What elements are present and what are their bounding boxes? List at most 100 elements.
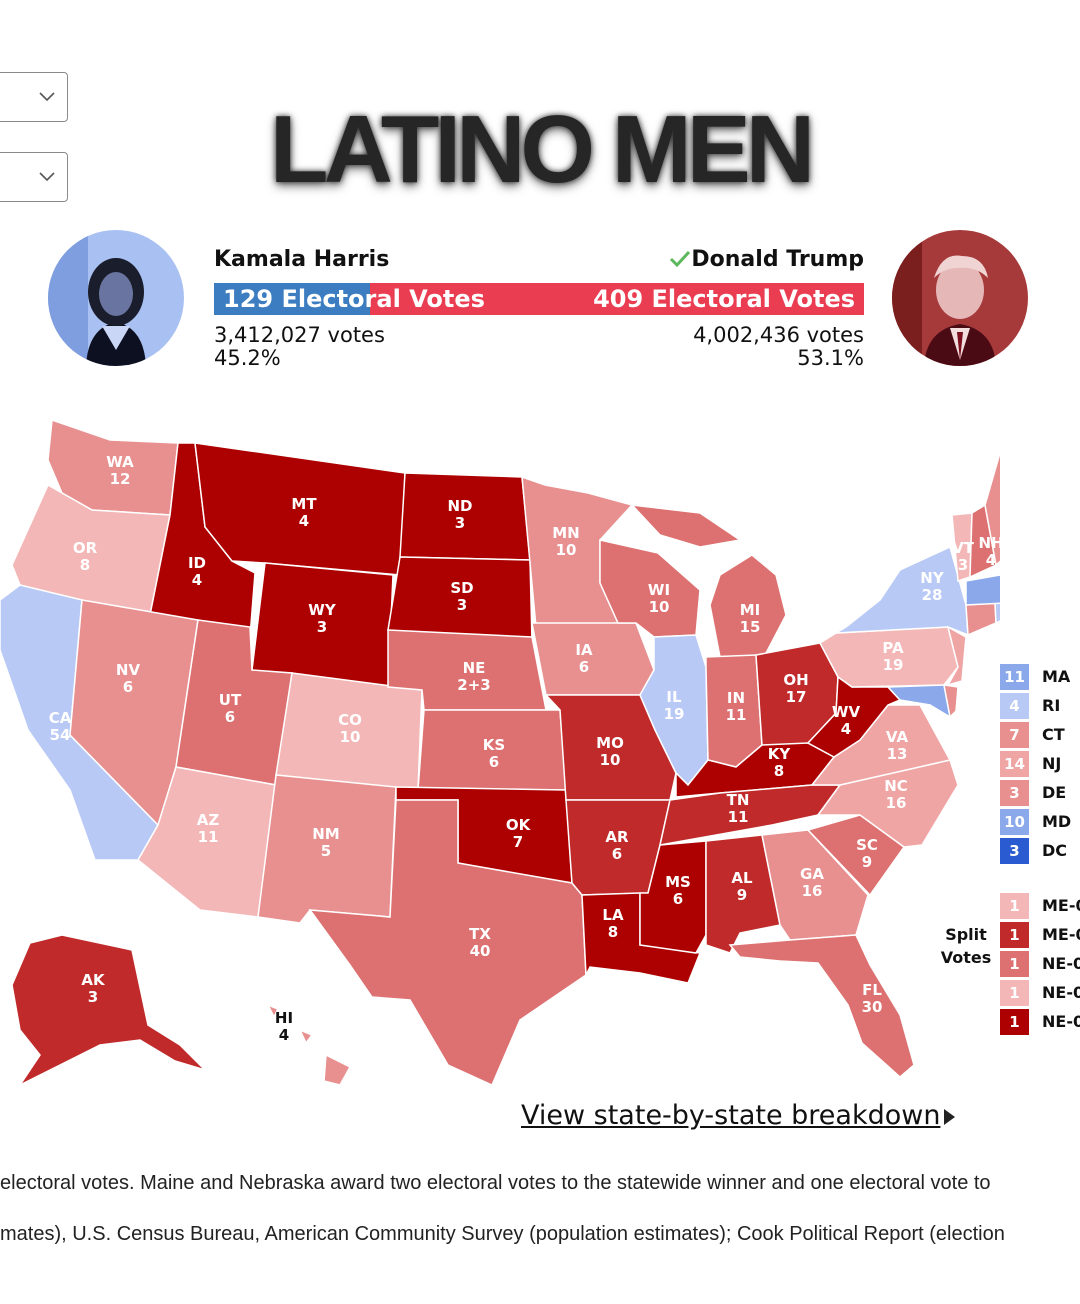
state-label-MI: MI bbox=[740, 601, 761, 619]
state-MI[interactable] bbox=[630, 504, 787, 658]
state-AK[interactable] bbox=[11, 934, 206, 1087]
state-HI[interactable] bbox=[266, 1003, 352, 1086]
state-label-MT: MT bbox=[291, 495, 317, 513]
state-label-NY: NY bbox=[920, 569, 945, 587]
state-label-CO: CO bbox=[338, 711, 362, 729]
small-state-ev-box: 10 bbox=[1000, 809, 1029, 835]
filter-dropdown-2[interactable] bbox=[0, 152, 68, 202]
state-ev-CA: 54 bbox=[50, 726, 71, 744]
state-ME[interactable] bbox=[984, 445, 1000, 567]
state-label-WY: WY bbox=[308, 601, 337, 619]
state-CT[interactable] bbox=[965, 602, 997, 637]
state-label-ID: ID bbox=[188, 554, 206, 572]
state-label-SC: SC bbox=[856, 836, 878, 854]
state-RI[interactable] bbox=[994, 602, 1000, 625]
state-label-IN: IN bbox=[727, 689, 745, 707]
state-label-MS: MS bbox=[665, 873, 691, 891]
state-label-WV: WV bbox=[832, 703, 861, 721]
state-ev-IL: 19 bbox=[664, 705, 685, 723]
state-ev-KY: 8 bbox=[774, 762, 784, 780]
state-ev-WI: 10 bbox=[649, 598, 670, 616]
state-ev-OK: 7 bbox=[513, 833, 523, 851]
state-ev-LA: 8 bbox=[608, 923, 618, 941]
trump-ev-label: 409 Electoral Votes bbox=[593, 285, 855, 313]
state-TX[interactable] bbox=[308, 799, 587, 1086]
harris-name: Kamala Harris bbox=[214, 247, 390, 272]
split-votes-label: Split Votes bbox=[930, 923, 1002, 969]
small-state-abbr: NJ bbox=[1042, 754, 1062, 773]
state-label-AZ: AZ bbox=[197, 811, 220, 829]
state-label-KY: KY bbox=[768, 745, 792, 763]
state-label-CA: CA bbox=[49, 709, 72, 727]
state-label-NH: NH bbox=[978, 534, 1000, 552]
state-ev-ID: 4 bbox=[192, 571, 202, 589]
state-label-OH: OH bbox=[783, 671, 808, 689]
state-ev-KS: 6 bbox=[489, 753, 499, 771]
split-vote-ev-box: 1 bbox=[1000, 893, 1029, 919]
state-label-AL: AL bbox=[731, 869, 753, 887]
state-ev-NV: 6 bbox=[123, 678, 133, 696]
state-ev-NC: 16 bbox=[886, 794, 907, 812]
small-state-ev-box: 3 bbox=[1000, 780, 1029, 806]
state-label-UT: UT bbox=[219, 691, 242, 709]
state-FL[interactable] bbox=[728, 934, 915, 1078]
small-state-abbr: CT bbox=[1042, 725, 1065, 744]
small-state-abbr: MA bbox=[1042, 667, 1071, 686]
state-ev-CO: 10 bbox=[340, 728, 361, 746]
state-ev-GA: 16 bbox=[802, 882, 823, 900]
small-state-ev-box: 3 bbox=[1000, 838, 1029, 864]
split-vote-abbr: ME-0 bbox=[1042, 896, 1080, 915]
chevron-down-icon bbox=[39, 92, 55, 102]
split-vote-ev-box: 1 bbox=[1000, 922, 1029, 948]
electoral-map: WA12OR8CA54ID4NV6MT4WY3UT6AZ11CO10NM5ND3… bbox=[0, 418, 1000, 1087]
state-ev-NH: 4 bbox=[986, 551, 996, 569]
state-NY[interactable] bbox=[835, 545, 969, 637]
split-vote-abbr: NE-0 bbox=[1042, 954, 1080, 973]
electoral-vote-bar bbox=[214, 283, 864, 315]
split-vote-ev-box: 1 bbox=[1000, 980, 1029, 1006]
state-MA[interactable] bbox=[965, 574, 1000, 606]
state-label-FL: FL bbox=[862, 981, 882, 999]
trump-name: Donald Trump bbox=[691, 247, 864, 272]
state-IA[interactable] bbox=[531, 622, 655, 696]
harris-vote-count: 3,412,027 votes bbox=[214, 323, 385, 347]
state-ev-MI: 15 bbox=[740, 618, 761, 636]
checkmark-icon bbox=[669, 249, 691, 274]
harris-avatar bbox=[48, 230, 184, 366]
state-label-IL: IL bbox=[666, 688, 682, 706]
state-MD[interactable] bbox=[886, 684, 952, 719]
state-ev-VA: 13 bbox=[887, 745, 908, 763]
state-ev-NM: 5 bbox=[321, 842, 331, 860]
state-label-KS: KS bbox=[483, 736, 505, 754]
state-label-OR: OR bbox=[73, 539, 98, 557]
split-vote-ev-box: 1 bbox=[1000, 1009, 1029, 1035]
harris-ev-bar-fill bbox=[214, 283, 370, 315]
state-label-MN: MN bbox=[552, 524, 579, 542]
state-breakdown-link[interactable]: View state-by-state breakdown bbox=[521, 1100, 956, 1131]
state-ev-MO: 10 bbox=[600, 751, 621, 769]
state-DE[interactable] bbox=[943, 684, 959, 719]
state-breakdown-link-label: View state-by-state breakdown bbox=[521, 1100, 941, 1131]
state-label-AR: AR bbox=[605, 828, 629, 846]
small-state-abbr: DC bbox=[1042, 841, 1068, 860]
state-ev-TX: 40 bbox=[470, 942, 491, 960]
small-state-abbr: RI bbox=[1042, 696, 1061, 715]
state-ev-AL: 9 bbox=[737, 886, 747, 904]
state-label-NE: NE bbox=[463, 659, 486, 677]
trump-vote-count: 4,002,436 votes bbox=[693, 323, 864, 347]
trump-votes-block: 4,002,436 votes 53.1% bbox=[693, 324, 864, 370]
state-ev-MS: 6 bbox=[673, 890, 683, 908]
split-votes-label-line2: Votes bbox=[940, 948, 992, 967]
harris-vote-pct: 45.2% bbox=[214, 346, 281, 370]
state-label-VA: VA bbox=[886, 728, 909, 746]
state-ev-OH: 17 bbox=[786, 688, 807, 706]
state-label-MO: MO bbox=[596, 734, 624, 752]
state-ev-NE: 2+3 bbox=[457, 676, 490, 694]
small-state-ev-box: 14 bbox=[1000, 751, 1029, 777]
trump-avatar bbox=[892, 230, 1028, 366]
filter-dropdown-1[interactable] bbox=[0, 72, 68, 122]
split-votes-label-line1: Split bbox=[945, 925, 987, 944]
footnote-line-2: mates), U.S. Census Bureau, American Com… bbox=[0, 1223, 1005, 1245]
state-NJ[interactable] bbox=[946, 625, 967, 687]
state-label-WA: WA bbox=[106, 453, 134, 471]
